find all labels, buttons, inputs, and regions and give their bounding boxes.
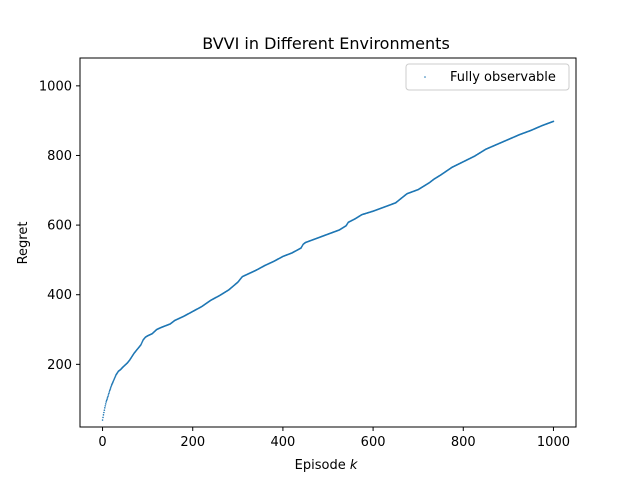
data-point (106, 396, 109, 399)
y-axis: 200 400 600 800 1000 (39, 79, 80, 373)
x-axis-label-variable: k (350, 458, 358, 473)
x-tick-label: 800 (451, 435, 476, 450)
legend-box (405, 63, 570, 91)
data-point (106, 398, 108, 400)
x-axis-label: Episode k (295, 458, 358, 473)
data-point (108, 392, 110, 395)
legend-label: Fully observable (450, 70, 556, 85)
x-axis: 0 200 400 600 800 1000 (98, 427, 570, 450)
y-axis-label: Regret (16, 222, 31, 265)
y-tick-label: 1000 (39, 79, 72, 94)
x-axis-label-text: Episode (295, 458, 350, 473)
x-tick-label: 600 (361, 435, 386, 450)
data-point (105, 401, 107, 403)
y-tick-label: 400 (47, 288, 72, 303)
data-point (109, 387, 112, 389)
data-point (109, 388, 112, 390)
data-point (104, 405, 107, 407)
plot-frame (79, 57, 577, 428)
series-layer (101, 120, 555, 421)
y-tick-label: 600 (47, 219, 72, 234)
y-tick-label: 200 (47, 358, 72, 373)
data-point (107, 395, 109, 398)
x-tick-label: 0 (98, 435, 106, 450)
data-point (101, 419, 104, 421)
data-point (103, 409, 106, 411)
legend: Fully observable (405, 63, 570, 91)
data-point (108, 389, 111, 392)
data-point (104, 403, 107, 405)
y-tick-label: 800 (47, 149, 72, 164)
data-point (105, 399, 108, 402)
x-tick-label: 1000 (537, 435, 570, 450)
data-point (107, 394, 110, 396)
data-point (102, 414, 105, 416)
x-tick-label: 200 (180, 435, 205, 450)
data-point (108, 391, 111, 393)
data-point (104, 407, 106, 409)
data-point (102, 416, 104, 419)
data-point (103, 411, 105, 414)
data-point (110, 385, 112, 388)
x-tick-label: 400 (270, 435, 295, 450)
data-point (552, 120, 555, 123)
chart-title: BVVI in Different Environments (202, 34, 450, 53)
legend-marker (424, 76, 426, 78)
